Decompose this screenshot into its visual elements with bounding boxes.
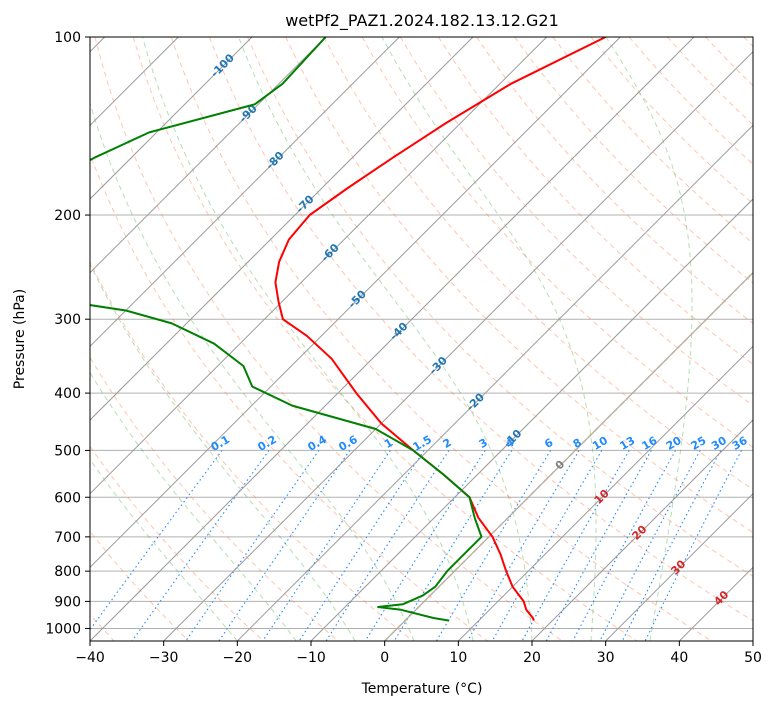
y-tick-label: 400: [54, 386, 81, 402]
y-tick-label: 800: [54, 564, 81, 580]
x-tick-label: −20: [223, 650, 253, 666]
mixing-ratio-line: [491, 450, 603, 641]
x-tick-label: 10: [449, 650, 467, 666]
isotherm: [163, 50, 753, 641]
x-tick-label: −10: [296, 650, 326, 666]
zero-isotherm: [383, 271, 753, 641]
moist-adiabat: [381, 37, 597, 641]
mixing-ratio-line: [545, 450, 652, 641]
x-tick-label: 20: [523, 650, 541, 666]
chart-title: wetPf2_PAZ1.2024.182.13.12.G21: [285, 11, 559, 31]
isotherm: [457, 345, 753, 641]
mixing-ratio-line: [572, 450, 676, 641]
x-tick-label: 40: [670, 650, 688, 666]
isotherm: [531, 419, 753, 641]
mixing-ratio-line: [467, 450, 580, 641]
y-tick-label: 700: [54, 530, 81, 546]
moist-adiabat: [605, 37, 693, 641]
y-tick-label: 300: [54, 312, 81, 328]
mixing-ratio-line: [621, 450, 722, 641]
moist-adiabat: [142, 37, 474, 641]
y-tick-label: 200: [54, 208, 81, 224]
mixing-ratio-line: [521, 450, 630, 641]
y-tick-label: 600: [54, 490, 81, 506]
dry-adiabat: [209, 37, 753, 622]
isotherm: [605, 492, 753, 641]
dry-adiabat: [361, 37, 753, 448]
x-tick-label: 0: [380, 650, 389, 666]
dry-adiabat: [399, 37, 753, 407]
dry-adiabat: [90, 356, 339, 641]
isotherm: [90, 37, 474, 421]
plot-frame: [89, 36, 754, 642]
mixing-ratio-line: [218, 450, 351, 641]
moist-adiabat: [90, 263, 356, 641]
isotherm: [90, 37, 253, 200]
isotherm: [310, 198, 753, 641]
y-tick-label: 1000: [45, 621, 81, 637]
y-tick-label: 900: [54, 594, 81, 610]
dewpoint-profile-line: [90, 37, 483, 622]
isotherm: [90, 37, 327, 274]
moist-adiabat: [238, 37, 533, 641]
y-axis-label: Pressure (hPa): [12, 289, 28, 389]
dry-adiabat: [247, 37, 753, 577]
mixing-ratio-line: [599, 450, 701, 641]
isotherm: [90, 37, 695, 641]
x-tick-label: 50: [744, 650, 762, 666]
mixing-ratio-line: [435, 450, 552, 641]
x-tick-label: 30: [597, 650, 615, 666]
axes-frame: [89, 36, 754, 642]
isotherm: [90, 37, 400, 348]
x-tick-label: −30: [149, 650, 179, 666]
axis-ticks: −40 −30 −20 −10 0 10 20 30 40 50 100 200 300 400 500 60…: [45, 30, 762, 666]
dry-adiabat: [90, 445, 264, 641]
dry-adiabat: [132, 37, 638, 641]
mixing-ratio-line: [325, 450, 450, 641]
dry-adiabat: [90, 152, 488, 641]
y-tick-label: 500: [54, 443, 81, 459]
x-tick-label: −40: [75, 650, 105, 666]
dry-adiabat: [94, 37, 563, 641]
isotherm: [90, 37, 548, 495]
y-tick-label: 100: [54, 30, 81, 46]
isotherm: [90, 37, 621, 569]
moist-adiabat: [90, 458, 238, 641]
x-axis-label: Temperature (°C): [361, 681, 483, 697]
mixing-ratio-line: [262, 450, 391, 641]
mixing-ratio-line: [90, 450, 223, 631]
isotherm: [236, 124, 753, 641]
moist-adiabat: [90, 371, 297, 641]
dry-adiabat: [323, 37, 753, 491]
temperature-profile-line: [274, 37, 607, 621]
